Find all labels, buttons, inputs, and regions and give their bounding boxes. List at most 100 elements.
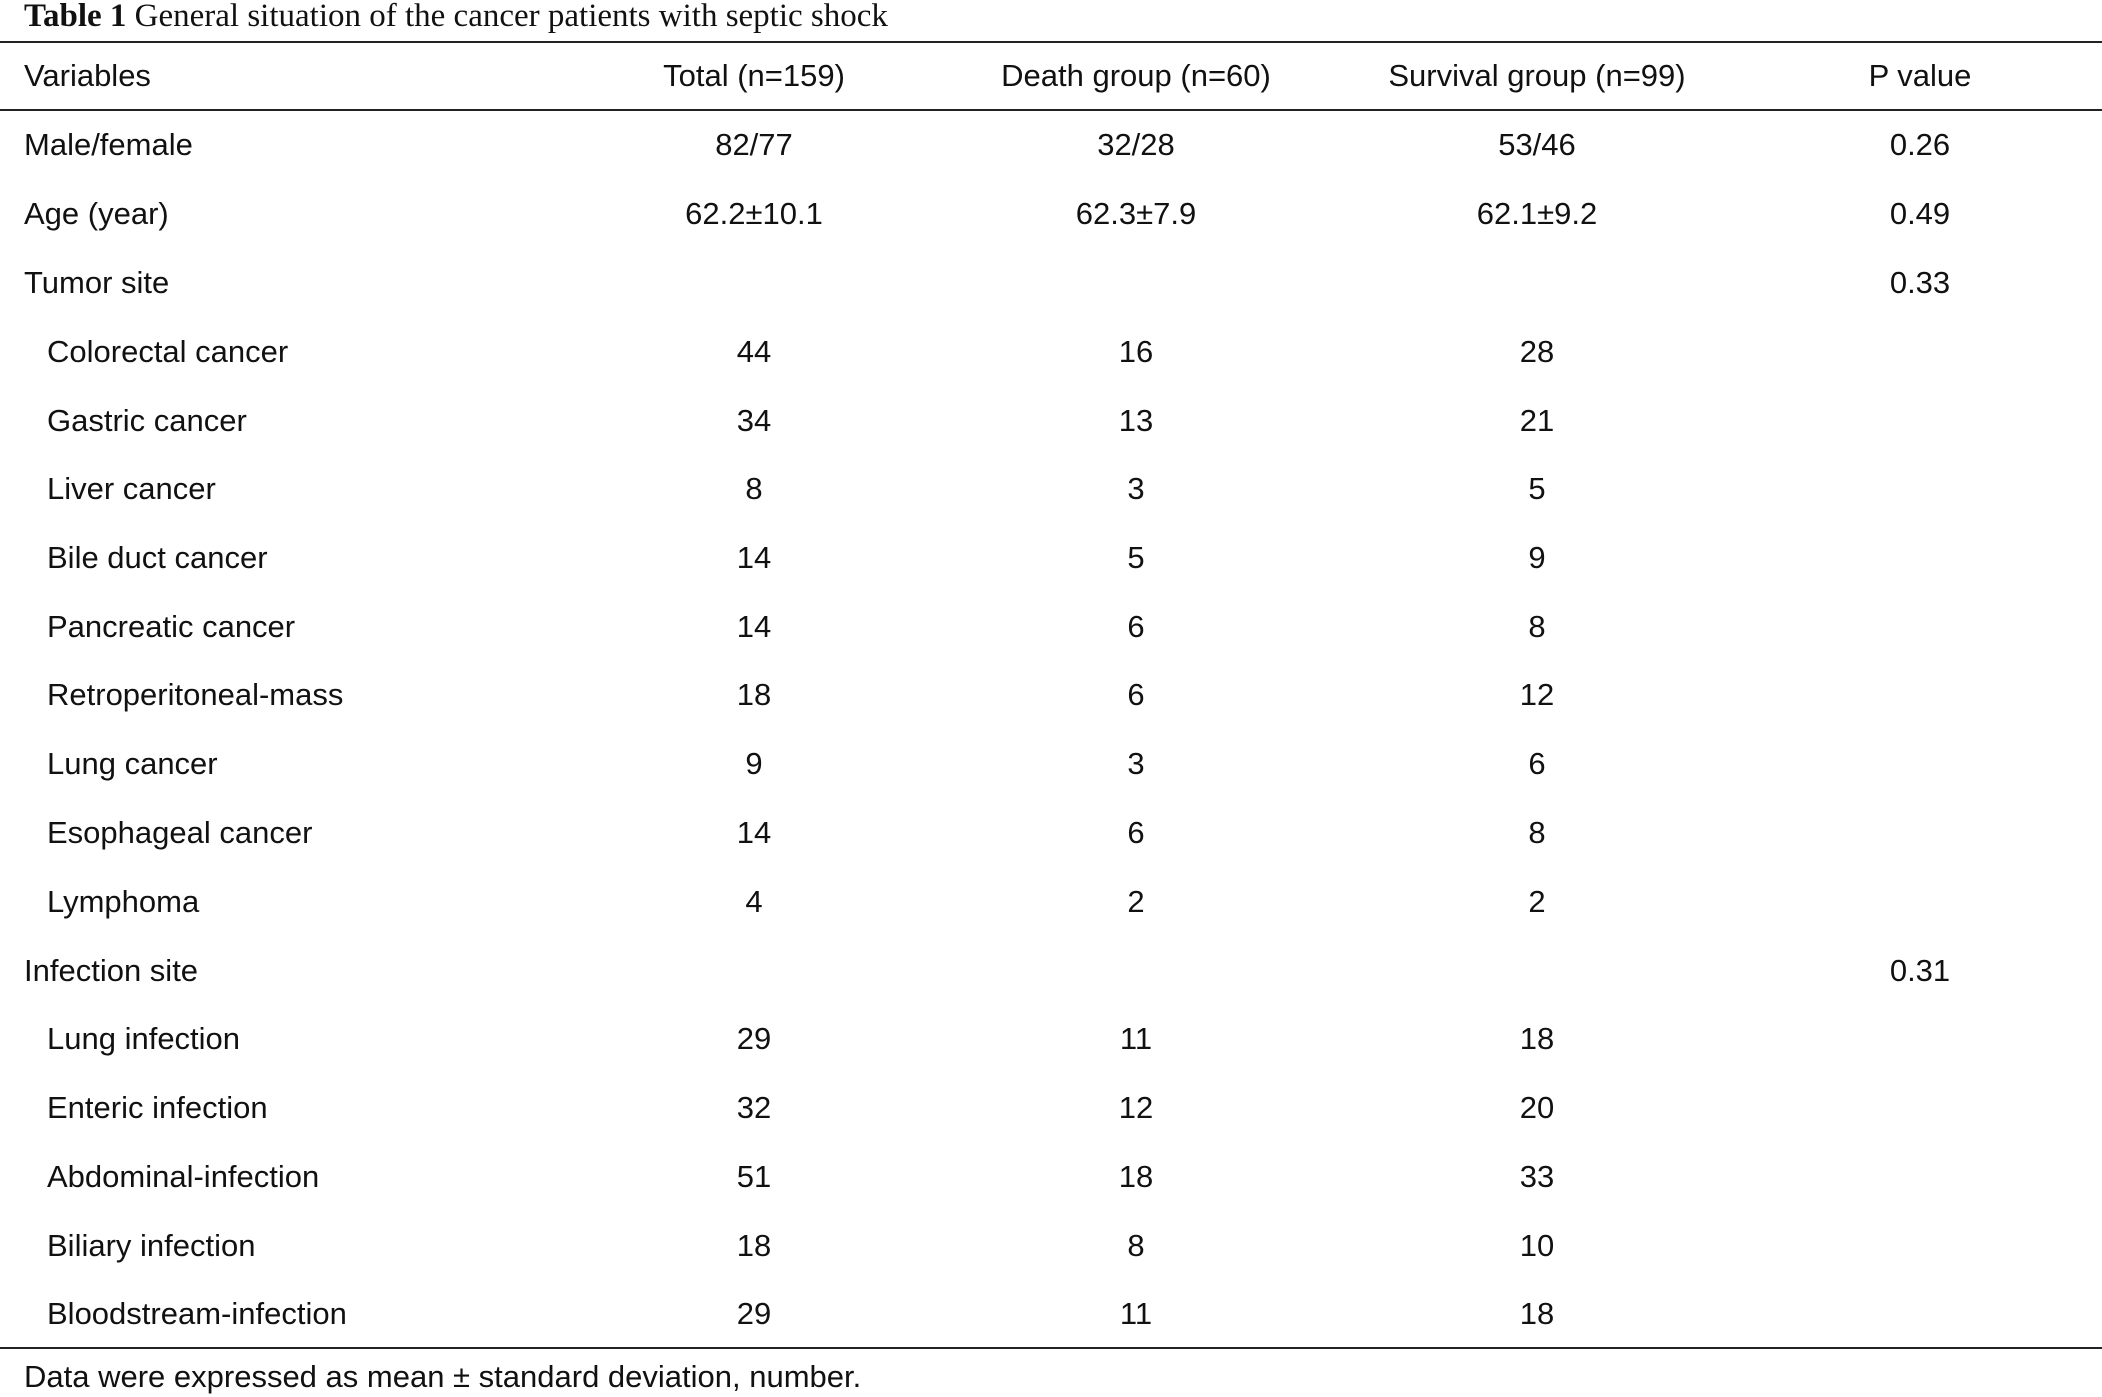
cell-total: 62.2±10.1	[685, 196, 823, 231]
table-header-row: Variables Total (n=159) Death group (n=6…	[0, 42, 2102, 110]
cell-survival: 8	[1528, 815, 1546, 850]
table-caption-label: Table 1	[24, 0, 127, 34]
cell-total: 14	[736, 815, 772, 850]
table-row: Male/female 82/77 32/28 53/46 0.26	[0, 111, 2102, 179]
table-row: Liver cancer 8 3 5	[0, 455, 2102, 523]
table-row: Gastric cancer 34 13 21	[0, 387, 2102, 455]
cell-death: 5	[1127, 540, 1145, 575]
row-label: Age (year)	[24, 196, 169, 231]
cell-total: 9	[745, 746, 763, 781]
table-footnote: Data were expressed as mean ± standard d…	[24, 1359, 862, 1394]
cell-total	[604, 249, 904, 317]
cell-death: 11	[1119, 1021, 1153, 1056]
cell-p-value	[1770, 799, 2070, 867]
table-caption: Table 1 General situation of the cancer …	[24, 0, 888, 36]
cell-p-value	[1770, 1074, 2070, 1142]
cell-death: 32/28	[1097, 127, 1175, 162]
cell-total: 14	[736, 540, 772, 575]
cell-death	[986, 249, 1286, 317]
cell-p-value	[1770, 1143, 2070, 1211]
table-row: Bloodstream-infection 29 11 18	[0, 1280, 2102, 1348]
table-header-rule	[0, 109, 2102, 111]
cell-total: 18	[736, 1228, 772, 1263]
table-row: Bile duct cancer 14 5 9	[0, 524, 2102, 592]
cell-survival: 62.1±9.2	[1476, 196, 1598, 231]
row-label: Colorectal cancer	[47, 334, 289, 369]
cell-total: 51	[736, 1159, 772, 1194]
table-row: Lymphoma 4 2 2	[0, 868, 2102, 936]
cell-death: 6	[1127, 815, 1145, 850]
row-label: Retroperitoneal-mass	[47, 677, 344, 712]
cell-death: 2	[1127, 884, 1145, 919]
row-label: Male/female	[24, 127, 193, 162]
cell-p-value	[1770, 524, 2070, 592]
table-row: Pancreatic cancer 14 6 8	[0, 593, 2102, 661]
cell-survival: 10	[1519, 1228, 1555, 1263]
cell-death: 3	[1127, 746, 1145, 781]
header-variables: Variables	[24, 58, 151, 93]
cell-p-value: 0.31	[1889, 953, 1951, 988]
cell-death: 8	[1127, 1228, 1145, 1263]
table-bottom-rule	[0, 1347, 2102, 1349]
cell-p-value	[1770, 318, 2070, 386]
table-row: Abdominal-infection 51 18 33	[0, 1143, 2102, 1211]
table-row: Biliary infection 18 8 10	[0, 1212, 2102, 1280]
section-label: Infection site	[24, 953, 199, 988]
row-label: Abdominal-infection	[47, 1159, 320, 1194]
cell-survival: 18	[1519, 1296, 1555, 1331]
cell-survival: 12	[1519, 677, 1555, 712]
row-label: Pancreatic cancer	[47, 609, 296, 644]
row-label: Enteric infection	[47, 1090, 268, 1125]
header-p-value: P value	[1868, 58, 1972, 93]
cell-p-value	[1770, 1280, 2070, 1348]
cell-total: 18	[736, 677, 772, 712]
cell-total	[604, 937, 904, 1005]
cell-survival: 18	[1519, 1021, 1555, 1056]
cell-survival: 21	[1519, 403, 1555, 438]
cell-p-value: 0.49	[1889, 196, 1951, 231]
table-row: Age (year) 62.2±10.1 62.3±7.9 62.1±9.2 0…	[0, 180, 2102, 248]
cell-total: 82/77	[715, 127, 793, 162]
cell-survival: 9	[1528, 540, 1546, 575]
row-label: Gastric cancer	[47, 403, 247, 438]
cell-total: 29	[736, 1021, 772, 1056]
row-label: Biliary infection	[47, 1228, 256, 1263]
cell-total: 4	[745, 884, 763, 919]
section-label: Tumor site	[24, 265, 170, 300]
cell-death: 62.3±7.9	[1075, 196, 1197, 231]
table-row: Retroperitoneal-mass 18 6 12	[0, 661, 2102, 729]
header-survival-group: Survival group (n=99)	[1388, 58, 1686, 93]
cell-total: 14	[736, 609, 772, 644]
table-row: Esophageal cancer 14 6 8	[0, 799, 2102, 867]
cell-survival: 5	[1528, 471, 1546, 506]
table-row: Lung infection 29 11 18	[0, 1005, 2102, 1073]
cell-p-value	[1770, 455, 2070, 523]
cell-death: 13	[1118, 403, 1154, 438]
cell-death: 12	[1118, 1090, 1154, 1125]
cell-survival: 53/46	[1498, 127, 1576, 162]
cell-survival: 33	[1519, 1159, 1555, 1194]
table-top-rule	[0, 41, 2102, 43]
cell-death: 11	[1119, 1296, 1153, 1331]
table-row: Lung cancer 9 3 6	[0, 730, 2102, 798]
cell-death: 6	[1127, 677, 1145, 712]
header-death-group: Death group (n=60)	[1001, 58, 1271, 93]
cell-survival	[1387, 249, 1687, 317]
cell-death: 18	[1118, 1159, 1154, 1194]
row-label: Liver cancer	[47, 471, 216, 506]
cell-survival: 6	[1528, 746, 1546, 781]
cell-p-value	[1770, 1212, 2070, 1280]
cell-p-value	[1770, 593, 2070, 661]
cell-total: 32	[736, 1090, 772, 1125]
cell-total: 29	[736, 1296, 772, 1331]
row-label: Bile duct cancer	[47, 540, 268, 575]
header-total: Total (n=159)	[663, 58, 845, 93]
cell-total: 8	[745, 471, 763, 506]
cell-survival: 28	[1519, 334, 1555, 369]
table-row: Enteric infection 32 12 20	[0, 1074, 2102, 1142]
cell-p-value	[1770, 730, 2070, 798]
cell-survival: 20	[1519, 1090, 1555, 1125]
cell-survival: 8	[1528, 609, 1546, 644]
cell-p-value	[1770, 1005, 2070, 1073]
cell-p-value: 0.26	[1889, 127, 1951, 162]
